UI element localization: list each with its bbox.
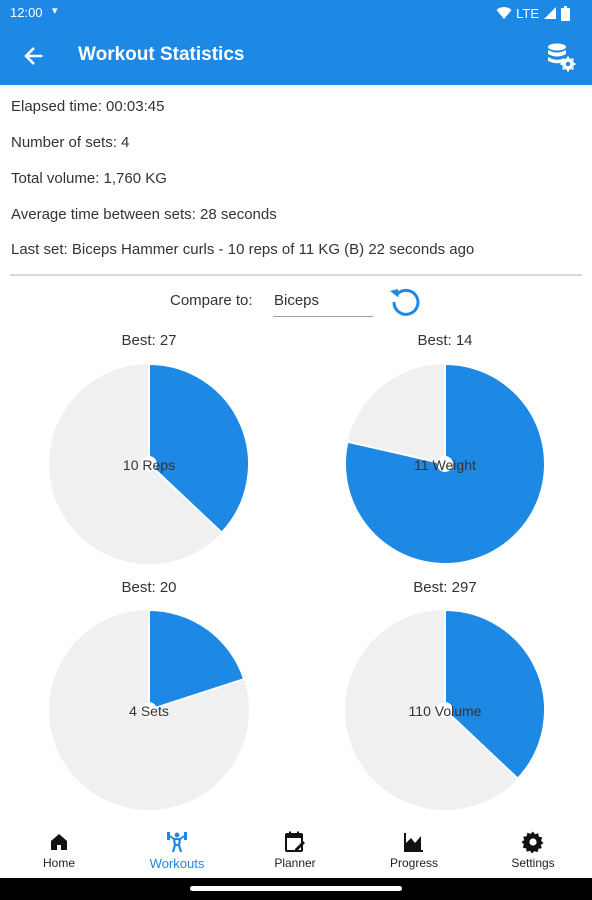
weight-center-label: 11 Weight	[414, 457, 476, 473]
nav-label-planner: Planner	[274, 856, 316, 870]
pie-slice-value	[148, 364, 249, 535]
pie-slice-value	[148, 610, 246, 712]
system-navigation-bar	[0, 878, 592, 900]
sets-pie-chart	[49, 610, 249, 810]
battery-icon	[561, 5, 570, 21]
pie-center-hole	[141, 702, 157, 718]
nav-item-planner[interactable]: Planner	[236, 822, 354, 878]
page-title: Workout Statistics	[78, 44, 245, 65]
database-settings-button[interactable]	[545, 41, 577, 73]
dumbbell-person-icon	[167, 832, 187, 853]
area-chart-icon	[404, 833, 423, 852]
weight-pie-chart	[345, 364, 545, 564]
bottom-navigation: Home Workouts Planner Progress	[0, 822, 592, 878]
total-volume: Total volume: 1,760 KG	[11, 170, 167, 187]
refresh-icon	[390, 288, 420, 316]
nav-label-workouts: Workouts	[149, 856, 205, 871]
last-set: Last set: Biceps Hammer curls - 10 reps …	[11, 241, 475, 258]
nav-item-settings[interactable]: Settings	[474, 822, 592, 878]
nav-item-home[interactable]: Home	[0, 822, 118, 878]
sets-best-label: Best: 20	[121, 579, 177, 596]
refresh-button[interactable]	[387, 285, 423, 319]
pie-slice-value	[444, 610, 545, 781]
reps-pie-chart	[49, 364, 249, 564]
arrow-back-icon	[24, 47, 43, 65]
notification-dot-icon: ▾	[52, 5, 58, 17]
compare-select[interactable]: Biceps	[273, 289, 373, 317]
app-bar: Workout Statistics	[0, 26, 592, 85]
compare-label: Compare to:	[170, 292, 253, 309]
divider	[10, 274, 582, 276]
elapsed-time: Elapsed time: 00:03:45	[11, 98, 165, 115]
signal-icon	[544, 7, 556, 19]
calendar-edit-icon	[285, 831, 305, 852]
nav-label-home: Home	[42, 856, 75, 870]
home-icon	[51, 834, 67, 850]
number-of-sets: Number of sets: 4	[11, 134, 130, 151]
pie-center-hole	[437, 702, 453, 718]
sets-center-label: 4 Sets	[129, 703, 169, 719]
nav-label-settings: Settings	[511, 856, 555, 870]
network-type: LTE	[516, 5, 539, 21]
gesture-handle[interactable]	[190, 886, 402, 891]
status-bar: 12:00 ▾ LTE	[0, 0, 592, 26]
pie-center-hole	[141, 456, 157, 472]
status-time: 12:00	[10, 5, 43, 20]
volume-best-label: Best: 297	[413, 579, 477, 596]
back-button[interactable]	[20, 43, 48, 69]
volume-pie-chart	[345, 610, 545, 810]
pie-center-hole	[437, 456, 453, 472]
reps-center-label: 10 Reps	[122, 457, 176, 473]
wifi-icon	[496, 7, 512, 20]
reps-best-label: Best: 27	[121, 332, 177, 349]
status-icons: LTE	[496, 3, 570, 23]
nav-item-workouts[interactable]: Workouts	[118, 822, 236, 878]
nav-item-progress[interactable]: Progress	[355, 822, 473, 878]
database-settings-icon	[548, 43, 576, 72]
average-time-between-sets: Average time between sets: 28 seconds	[11, 206, 277, 223]
nav-label-progress: Progress	[389, 856, 439, 870]
volume-center-label: 110 Volume	[408, 703, 482, 719]
weight-best-label: Best: 14	[417, 332, 473, 349]
gear-icon	[521, 831, 544, 854]
